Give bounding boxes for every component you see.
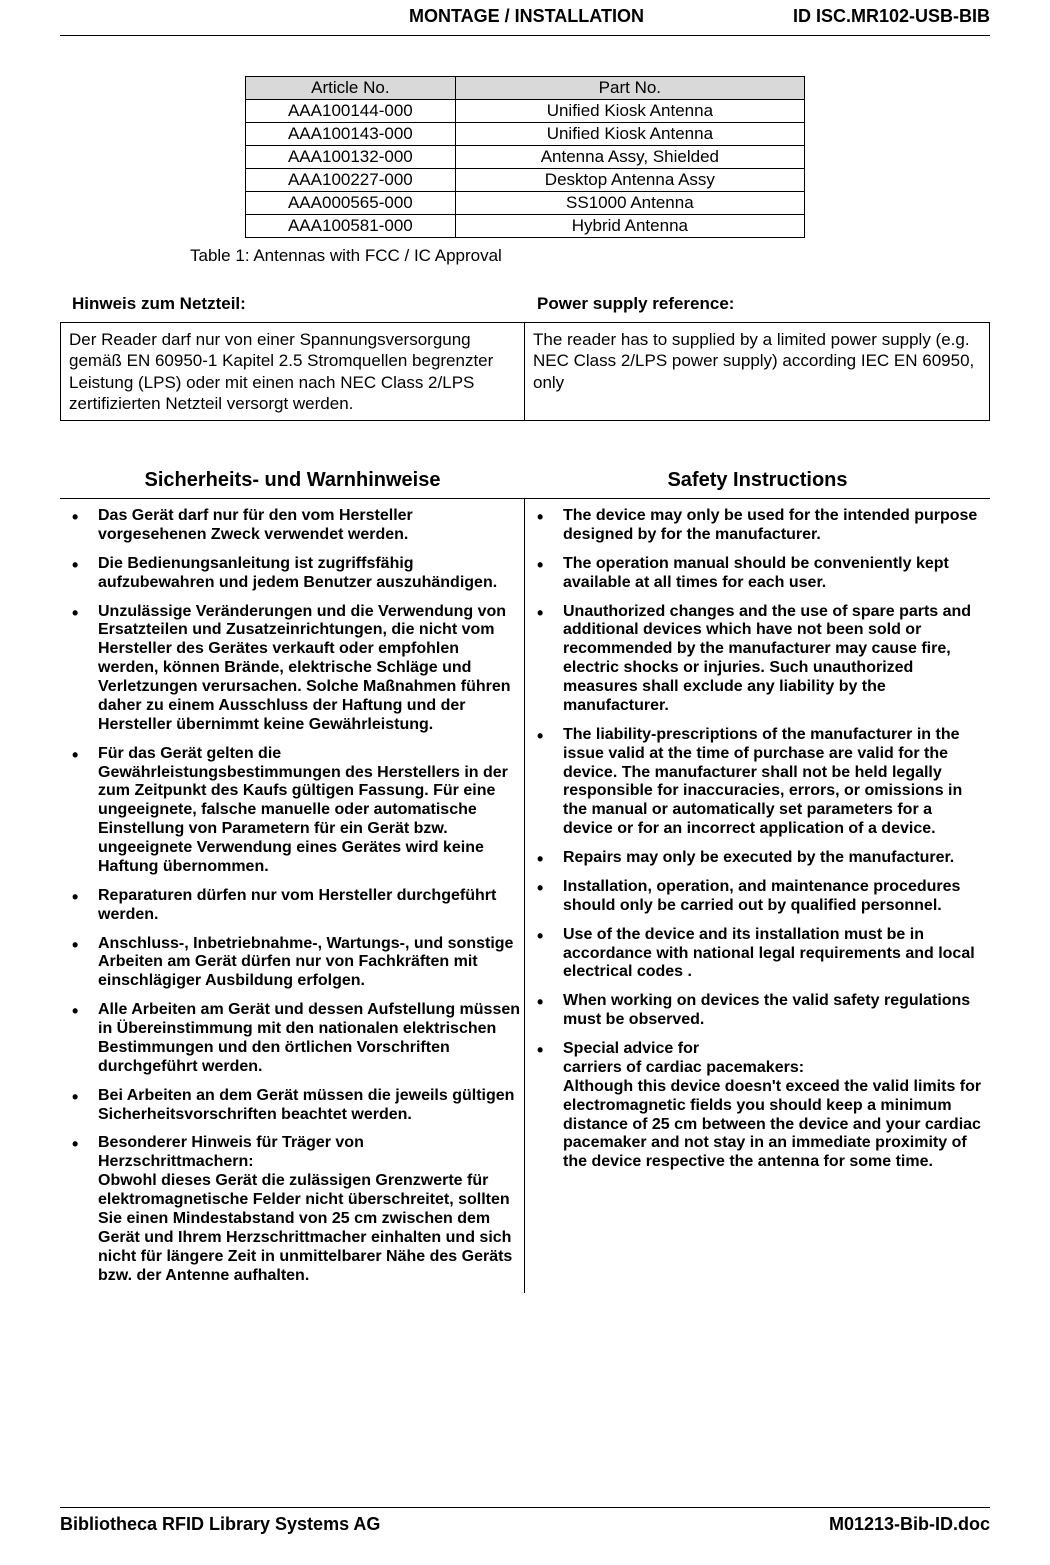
header-title: MONTAGE / INSTALLATION [60, 6, 793, 27]
list-item: The operation manual should be convenien… [531, 555, 984, 593]
list-item: Special advice for carriers of cardiac p… [531, 1040, 984, 1172]
page-footer: Bibliotheca RFID Library Systems AG M012… [60, 1507, 990, 1535]
list-item: When working on devices the valid safety… [531, 992, 984, 1030]
list-item: Unzulässige Veränderungen und die Verwen… [66, 603, 520, 735]
safety-heading-de: Sicherheits- und Warnhinweise [60, 469, 525, 492]
safety-heading-en: Safety Instructions [525, 469, 990, 492]
safety-col-en: The device may only be used for the inte… [525, 499, 990, 1293]
list-item: Das Gerät darf nur für den vom Herstelle… [66, 507, 520, 545]
header-doc-id: ID ISC.MR102-USB-BIB [793, 6, 990, 27]
cell-article: AAA100144-000 [246, 100, 456, 123]
cell-article: AAA100132-000 [246, 146, 456, 169]
page-header: MONTAGE / INSTALLATION ID ISC.MR102-USB-… [60, 0, 990, 36]
cell-part: SS1000 Antenna [455, 192, 804, 215]
list-item: Besonderer Hinweis für Träger von Herzsc… [66, 1134, 520, 1285]
power-supply-headers: Hinweis zum Netzteil: Power supply refer… [60, 294, 990, 314]
cell-article: AAA100143-000 [246, 123, 456, 146]
col-header-part: Part No. [455, 77, 804, 100]
table-row: AAA100144-000Unified Kiosk Antenna [246, 100, 805, 123]
power-text-de: Der Reader darf nur von einer Spannungsv… [61, 323, 525, 420]
list-item: Für das Gerät gelten die Gewährleistungs… [66, 745, 520, 877]
list-item: Repairs may only be executed by the manu… [531, 849, 984, 868]
list-item: Reparaturen dürfen nur vom Hersteller du… [66, 887, 520, 925]
cell-part: Unified Kiosk Antenna [455, 100, 804, 123]
safety-table: Das Gerät darf nur für den vom Herstelle… [60, 498, 990, 1293]
cell-article: AAA000565-000 [246, 192, 456, 215]
col-header-article: Article No. [246, 77, 456, 100]
table-row: AAA100143-000Unified Kiosk Antenna [246, 123, 805, 146]
footer-filename: M01213-Bib-ID.doc [829, 1514, 990, 1535]
list-item: The device may only be used for the inte… [531, 507, 984, 545]
antenna-table-caption: Table 1: Antennas with FCC / IC Approval [190, 246, 990, 266]
antenna-table: Article No. Part No. AAA100144-000Unifie… [245, 76, 805, 238]
cell-article: AAA100581-000 [246, 215, 456, 238]
safety-headers: Sicherheits- und Warnhinweise Safety Ins… [60, 469, 990, 492]
table-row: AAA000565-000SS1000 Antenna [246, 192, 805, 215]
antenna-table-header-row: Article No. Part No. [246, 77, 805, 100]
power-heading-de: Hinweis zum Netzteil: [60, 294, 525, 314]
list-item: Die Bedienungsanleitung ist zugriffsfähi… [66, 555, 520, 593]
list-item: Use of the device and its installation m… [531, 926, 984, 983]
cell-part: Unified Kiosk Antenna [455, 123, 804, 146]
power-text-en: The reader has to supplied by a limited … [525, 323, 989, 420]
cell-article: AAA100227-000 [246, 169, 456, 192]
list-item: Alle Arbeiten am Gerät und dessen Aufste… [66, 1001, 520, 1077]
table-row: AAA100227-000Desktop Antenna Assy [246, 169, 805, 192]
list-item: The liability-prescriptions of the manuf… [531, 726, 984, 839]
list-item: Bei Arbeiten an dem Gerät müssen die jew… [66, 1087, 520, 1125]
power-heading-en: Power supply reference: [525, 294, 990, 314]
power-supply-box: Der Reader darf nur von einer Spannungsv… [60, 322, 990, 421]
list-item: Installation, operation, and maintenance… [531, 878, 984, 916]
footer-company: Bibliotheca RFID Library Systems AG [60, 1514, 380, 1535]
safety-col-de: Das Gerät darf nur für den vom Herstelle… [60, 499, 525, 1293]
table-row: AAA100581-000Hybrid Antenna [246, 215, 805, 238]
cell-part: Hybrid Antenna [455, 215, 804, 238]
list-item: Anschluss-, Inbetriebnahme-, Wartungs-, … [66, 935, 520, 992]
cell-part: Desktop Antenna Assy [455, 169, 804, 192]
list-item: Unauthorized changes and the use of spar… [531, 603, 984, 716]
cell-part: Antenna Assy, Shielded [455, 146, 804, 169]
table-row: AAA100132-000Antenna Assy, Shielded [246, 146, 805, 169]
